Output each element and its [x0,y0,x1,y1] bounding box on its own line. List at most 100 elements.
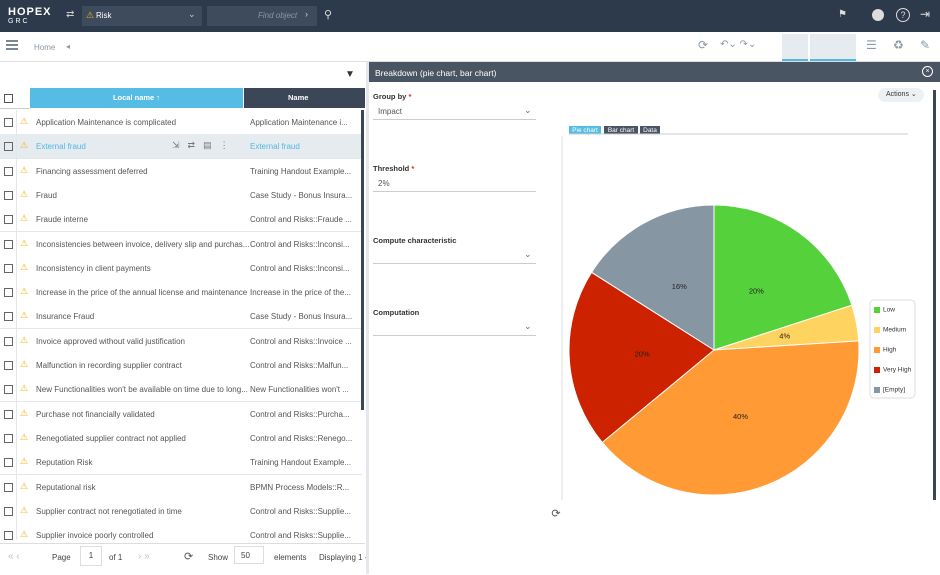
table-row[interactable]: ⚠ Supplier contract not renegotiated in t… [0,498,362,524]
tab[interactable] [640,126,660,134]
dropdown-icon[interactable]: ⌄ [188,9,196,19]
checkbox [4,336,13,346]
table-row[interactable]: ⚠ Invoice approved without valid justific… [0,328,362,354]
column-title: Local name [112,93,155,102]
table-row[interactable]: ⚠ Fraude interne Control and Risks::Fraude… [0,207,362,233]
close-icon[interactable]: × [922,66,933,77]
table-row[interactable]: ⚠ Increase in the price of the annual lic… [0,280,362,306]
tab-label[interactable]: Pie chart [572,127,598,134]
divider [16,182,17,207]
show-label: Show [208,553,229,562]
search-icon[interactable]: ⚲ [324,9,333,21]
warning-icon: ⚠ [20,213,29,224]
divider [16,328,17,353]
collapse-icon[interactable]: ◂ [66,42,71,51]
field-input[interactable] [373,174,536,192]
local-name: Reputational risk [36,482,96,492]
divider [16,280,17,305]
table-row[interactable]: ⚠ External fraud External fraud ⇲⇄▤⋮ [0,134,362,160]
undo-redo[interactable]: ↶⌄ ↷⌄ [720,39,757,50]
flag-icon[interactable]: ⚑ [838,9,847,20]
elements-label: elements [274,553,307,562]
table-row[interactable]: ⚠ Reputational risk BPMN Process Models::R… [0,474,362,500]
home-link[interactable]: Home [34,43,56,52]
warning-icon: ⚠ [20,140,29,151]
row-actions[interactable]: ⇲⇄▤⋮ [172,140,237,151]
local-name: Invoice approved without valid justifica… [36,336,185,346]
swap-icon[interactable]: ⇄ [66,9,75,20]
table-row[interactable]: ⚠ Inconsistencies between invoice, delive… [0,231,362,257]
find-box[interactable] [207,6,317,26]
field-value: 2% [378,179,390,188]
page-input[interactable]: 1 [80,546,102,566]
tab-label[interactable]: Bar chart [608,127,635,134]
field-input[interactable] [373,102,536,120]
actions-button[interactable]: Actions ⌄ [878,88,924,102]
warning-icon: ⚠ [20,334,29,345]
warning-icon: ⚠ [20,116,29,126]
scrollbar[interactable] [361,110,364,410]
field-input[interactable] [373,246,536,264]
local-name: New Functionalities won't be available o… [36,385,248,395]
table-row[interactable]: ⚠ Financing assessment deferred Training H… [0,158,362,184]
table-row[interactable]: ⚠ Renegotiated supplier contract not appl… [0,425,362,451]
reload-icon[interactable]: ⟳ [184,551,194,563]
chart-view-button[interactable] [782,34,808,61]
tab[interactable] [604,126,638,134]
name: External fraud [250,142,300,152]
show-input[interactable]: 50 [234,546,264,564]
column-header[interactable]: Local name ↑ [30,88,243,108]
checkbox [4,385,13,395]
table-row[interactable]: ⚠ New Functionalities won't be available … [0,377,362,403]
dropdown-icon[interactable]: ⌄ [524,321,532,331]
logo: HOPEX [8,6,52,18]
pager-nav[interactable]: › » [138,551,150,562]
menu-icon[interactable] [6,40,18,42]
pager-nav[interactable]: « ‹ [8,551,20,562]
warning-icon: ⚠ [20,383,29,394]
search-box[interactable] [82,6,202,26]
table-row[interactable]: ⚠ Supplier invoice poorly controlled Contr… [0,523,362,540]
go-icon[interactable]: › [305,9,308,19]
table-row[interactable]: ⚠ Insurance Fraud Case Study - Bonus Insur… [0,304,362,330]
table-body: ⚠ Application Maintenance is complicated A… [0,110,362,540]
table-row[interactable]: ⚠ Reputation Risk Training Handout Example… [0,450,362,476]
refresh-icon[interactable]: ⟳ [551,508,560,520]
warning-icon: ⚠ [20,431,29,442]
column-header[interactable]: Name [244,88,365,108]
checkbox[interactable] [4,94,13,103]
search-text: Risk [96,11,112,20]
field-input[interactable] [373,318,536,336]
local-name: Application Maintenance is complicated [36,118,177,127]
display-button[interactable] [810,34,856,61]
table-row[interactable]: ⚠ Purchase not financially validated Contr… [0,401,362,427]
table-row[interactable]: ⚠ Fraud Case Study - Bonus Insura... [0,182,362,208]
user-icon[interactable] [872,9,884,21]
refresh-icon[interactable]: ⟳ [698,38,709,52]
logout-icon[interactable]: ⇥ [920,7,931,21]
dropdown-icon[interactable]: ⌄ [524,105,532,115]
tab-label[interactable]: Data [643,127,657,134]
required-mark: * [411,164,415,173]
header-check[interactable] [0,88,30,109]
checkbox [4,482,13,492]
splitter[interactable] [366,62,369,574]
checkbox [4,506,13,516]
table-row[interactable]: ⚠ Application Maintenance is complicated A… [0,110,362,135]
filter-icon[interactable]: ▼ [345,69,355,80]
scrollbar[interactable] [933,90,936,500]
comment-icon[interactable]: ✎ [920,38,931,52]
local-name: Supplier invoice poorly controlled [36,531,154,540]
share-icon[interactable]: ♻ [893,38,904,52]
tab[interactable] [569,126,601,134]
report-icon[interactable]: ☰ [866,38,877,52]
local-name: Inconsistency in client payments [36,263,151,273]
dropdown-icon[interactable]: ⌄ [524,249,532,259]
pager-of: of 1 [109,553,123,562]
help-icon[interactable]: ? [896,8,910,22]
warning-icon: ⚠ [86,10,95,20]
table-row[interactable]: ⚠ Malfunction in recording supplier contr… [0,353,362,378]
table-row[interactable]: ⚠ Inconsistency in client payments Control… [0,255,362,281]
local-name: Renegotiated supplier contract not appli… [36,433,186,443]
divider [16,450,17,475]
